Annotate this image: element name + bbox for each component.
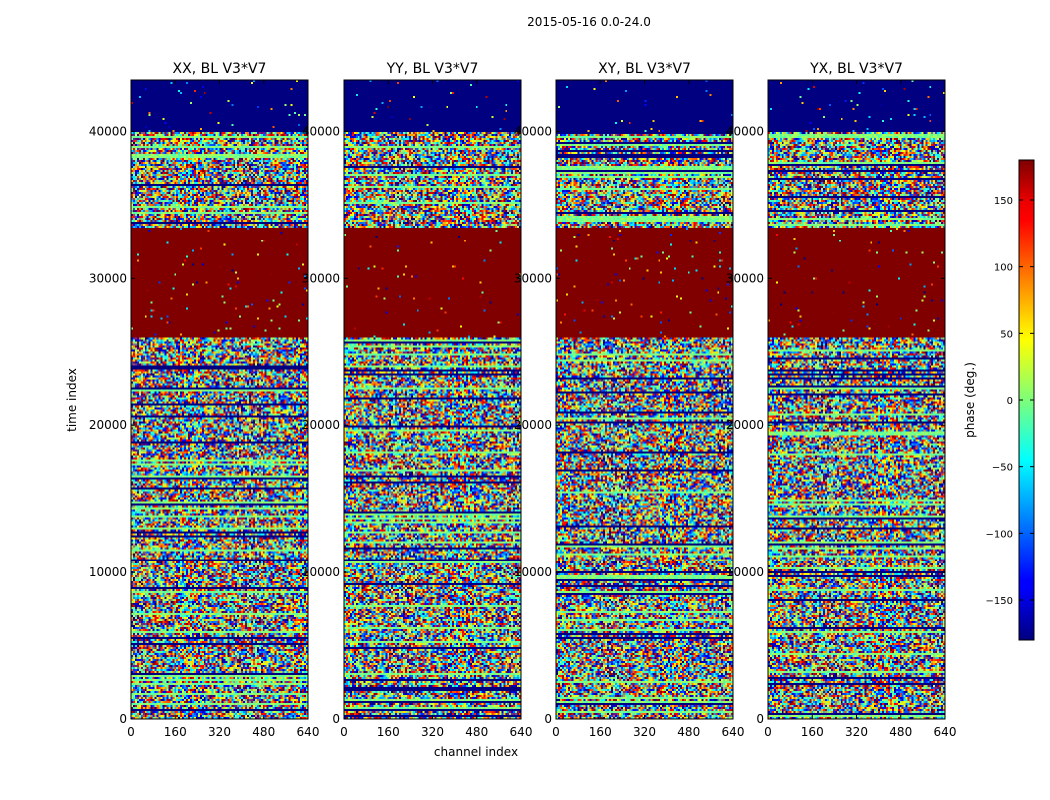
colorbar: 150 100 50 0 −50 −100 −150 phase (deg.) xyxy=(963,159,1035,641)
x-tick-label: 480 xyxy=(889,725,912,739)
y-tick-label: 30000 xyxy=(89,271,127,285)
panel-3: YX, BL V3*V7 0 160 320 480 640 0 10000 20000 3000… xyxy=(726,61,957,739)
panel-title-3: YX, BL V3*V7 xyxy=(809,61,903,77)
y-tick-label: 10000 xyxy=(89,565,127,579)
colorbar-ticks: 150 100 50 0 −50 −100 −150 xyxy=(986,196,1034,607)
y-tick-label: 10000 xyxy=(302,565,340,579)
panel-0: XX, BL V3*V7 0 160 320 480 640 0 10000 20000 3000… xyxy=(89,61,320,739)
panel-heatmap-2 xyxy=(556,80,733,719)
panel-heatmap-0 xyxy=(131,80,308,719)
panel-heatmap-3 xyxy=(768,80,945,719)
y-axis-label: time index xyxy=(65,368,79,432)
x-tick-label: 160 xyxy=(164,725,187,739)
colorbar-tick-label: −100 xyxy=(986,529,1013,540)
x-tick-label: 320 xyxy=(421,725,444,739)
panel-title-0: XX, BL V3*V7 xyxy=(173,61,267,77)
x-tick-label: 160 xyxy=(589,725,612,739)
y-tick-label: 30000 xyxy=(726,271,764,285)
y-tick-label: 10000 xyxy=(726,565,764,579)
y-tick-label: 0 xyxy=(332,712,340,726)
panel-title-2: XY, BL V3*V7 xyxy=(598,61,691,77)
y-tick-label: 20000 xyxy=(302,418,340,432)
panel-title-1: YY, BL V3*V7 xyxy=(386,61,479,77)
y-tick-label: 30000 xyxy=(514,271,552,285)
x-tick-label: 0 xyxy=(340,725,348,739)
x-tick-label: 640 xyxy=(510,725,533,739)
x-tick-label: 320 xyxy=(208,725,231,739)
panel-heatmap-1 xyxy=(344,80,521,719)
x-tick-label: 0 xyxy=(552,725,560,739)
panel-1: YY, BL V3*V7 0 160 320 480 640 0 10000 20000 3000… xyxy=(302,61,533,739)
figure-suptitle: 2015-05-16 0.0-24.0 xyxy=(527,15,651,29)
y-tick-label: 0 xyxy=(756,712,764,726)
colorbar-tick-label: −50 xyxy=(992,463,1013,474)
colorbar-tick-label: 50 xyxy=(1000,329,1013,340)
y-tick-label: 20000 xyxy=(89,418,127,432)
x-tick-label: 640 xyxy=(934,725,957,739)
colorbar-tick-label: 0 xyxy=(1007,396,1013,407)
x-tick-label: 640 xyxy=(297,725,320,739)
x-tick-label: 480 xyxy=(677,725,700,739)
y-tick-label: 40000 xyxy=(726,124,764,138)
y-tick-label: 0 xyxy=(544,712,552,726)
x-tick-label: 0 xyxy=(764,725,772,739)
y-tick-label: 30000 xyxy=(302,271,340,285)
y-tick-label: 20000 xyxy=(514,418,552,432)
y-tick-label: 10000 xyxy=(514,565,552,579)
colorbar-tick-label: 100 xyxy=(994,263,1013,274)
colorbar-tick-label: −150 xyxy=(986,596,1013,607)
x-tick-label: 480 xyxy=(465,725,488,739)
y-tick-label: 20000 xyxy=(726,418,764,432)
x-tick-label: 160 xyxy=(801,725,824,739)
colorbar-tick-label: 150 xyxy=(994,196,1013,207)
y-tick-label: 40000 xyxy=(89,124,127,138)
y-tick-label: 40000 xyxy=(514,124,552,138)
y-tick-label: 40000 xyxy=(302,124,340,138)
colorbar-label: phase (deg.) xyxy=(963,362,977,438)
x-tick-label: 480 xyxy=(252,725,275,739)
panel-2: XY, BL V3*V7 0 160 320 480 640 0 10000 20000 3000… xyxy=(514,61,745,739)
x-tick-label: 640 xyxy=(722,725,745,739)
x-tick-label: 320 xyxy=(845,725,868,739)
x-tick-label: 160 xyxy=(377,725,400,739)
x-tick-label: 320 xyxy=(633,725,656,739)
y-tick-label: 0 xyxy=(119,712,127,726)
x-axis-label: channel index xyxy=(434,745,518,759)
panels-group: XX, BL V3*V7 0 160 320 480 640 0 10000 20000 3000… xyxy=(89,61,957,739)
x-tick-label: 0 xyxy=(127,725,135,739)
